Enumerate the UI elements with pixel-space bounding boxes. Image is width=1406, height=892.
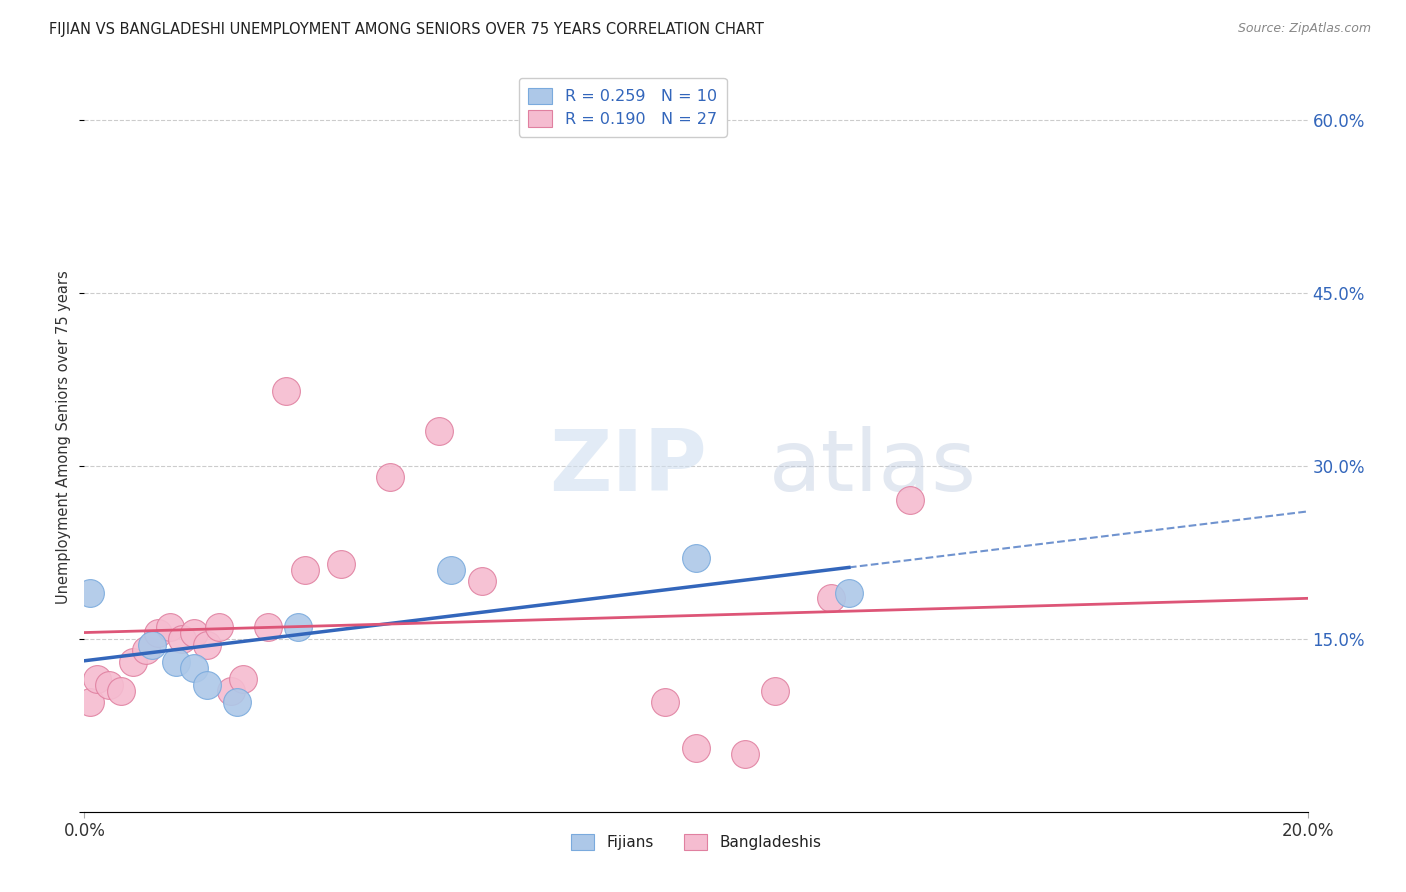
Point <box>232 672 254 686</box>
Point <box>122 655 145 669</box>
Point <box>172 632 194 646</box>
Point <box>440 563 463 577</box>
Point <box>195 638 218 652</box>
Y-axis label: Unemployment Among Seniors over 75 years: Unemployment Among Seniors over 75 years <box>56 270 72 604</box>
Point <box>195 678 218 692</box>
Point <box>165 655 187 669</box>
Point <box>685 551 707 566</box>
Point <box>159 620 181 634</box>
Text: ZIP: ZIP <box>550 425 707 508</box>
Point <box>97 678 120 692</box>
Point <box>734 747 756 761</box>
Legend: Fijians, Bangladeshis: Fijians, Bangladeshis <box>565 829 827 856</box>
Point <box>838 585 860 599</box>
Point <box>135 643 157 657</box>
Point <box>110 683 132 698</box>
Point <box>685 741 707 756</box>
Text: FIJIAN VS BANGLADESHI UNEMPLOYMENT AMONG SENIORS OVER 75 YEARS CORRELATION CHART: FIJIAN VS BANGLADESHI UNEMPLOYMENT AMONG… <box>49 22 763 37</box>
Point <box>257 620 280 634</box>
Point <box>287 620 309 634</box>
Point <box>276 384 298 398</box>
Point <box>427 425 450 439</box>
Text: atlas: atlas <box>769 425 977 508</box>
Point <box>79 695 101 709</box>
Point <box>654 695 676 709</box>
Point <box>226 695 249 709</box>
Point <box>79 585 101 599</box>
Point <box>183 626 205 640</box>
Point <box>183 660 205 674</box>
Point <box>141 638 163 652</box>
Point <box>471 574 494 589</box>
Point <box>765 683 787 698</box>
Point <box>208 620 231 634</box>
Point <box>86 672 108 686</box>
Text: Source: ZipAtlas.com: Source: ZipAtlas.com <box>1237 22 1371 36</box>
Point <box>898 493 921 508</box>
Point <box>146 626 169 640</box>
Point <box>330 557 353 571</box>
Point <box>219 683 242 698</box>
Point <box>820 591 842 606</box>
Point <box>294 563 316 577</box>
Point <box>380 470 402 484</box>
